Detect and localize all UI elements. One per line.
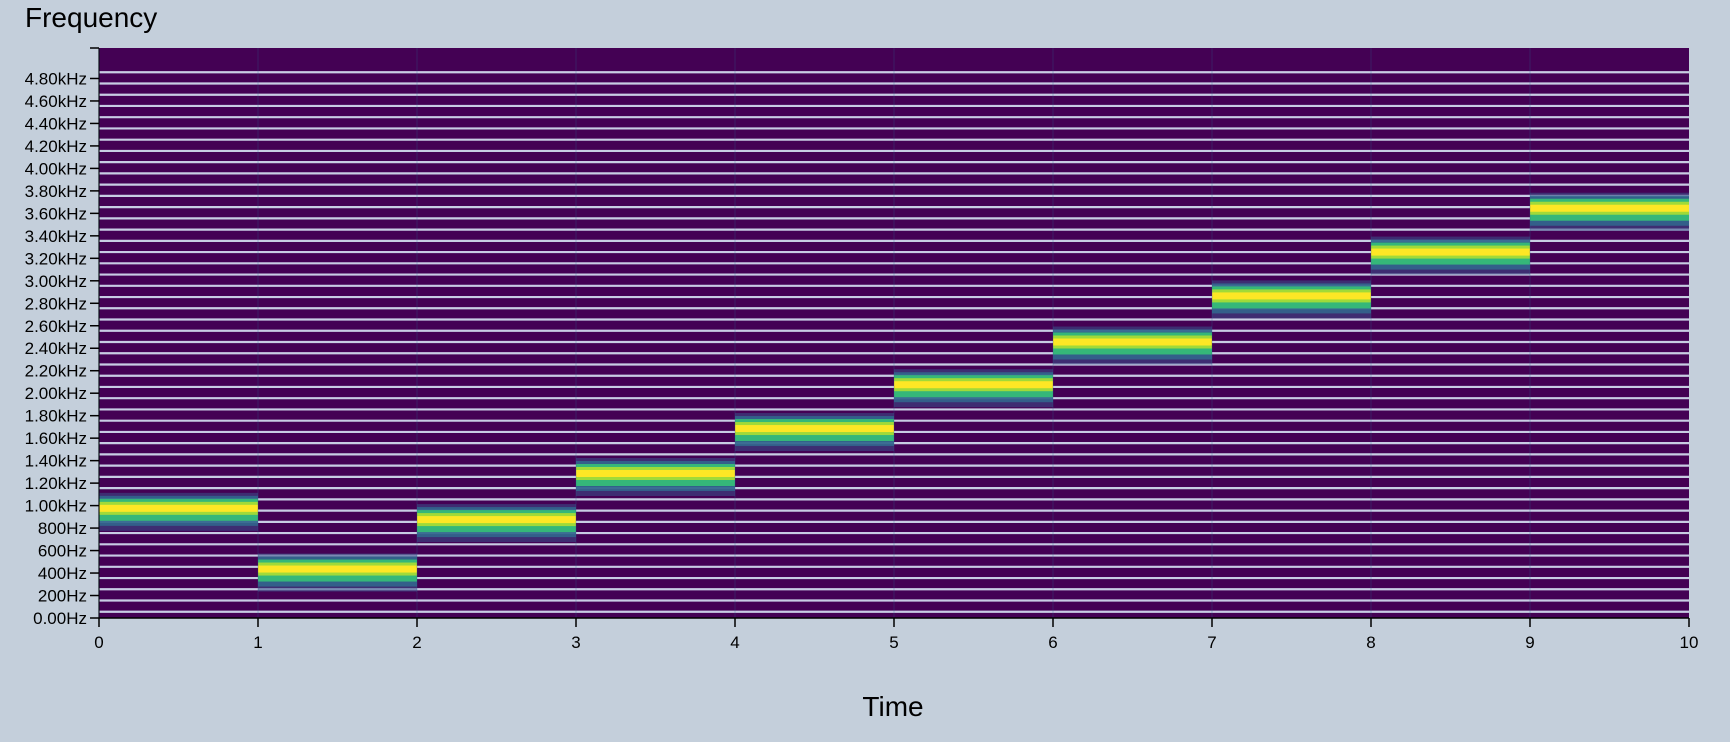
- x-axis-title: Time: [862, 691, 923, 722]
- segment-5: [734, 48, 894, 618]
- transient-line: [893, 48, 895, 618]
- peak-band: [1212, 292, 1371, 300]
- x-tick-label: 8: [1366, 633, 1375, 652]
- segment-9: [1370, 48, 1530, 618]
- x-tick-label: 9: [1525, 633, 1534, 652]
- segment-8: [1211, 48, 1371, 618]
- segment-2: [257, 48, 417, 618]
- transient-line: [1529, 48, 1531, 618]
- peak-band: [417, 516, 576, 524]
- y-tick-label: 2.20kHz: [25, 362, 87, 381]
- y-tick-label: 2.00kHz: [25, 384, 87, 403]
- segment-7: [1052, 48, 1212, 618]
- y-tick-label: 3.00kHz: [25, 272, 87, 291]
- x-tick-label: 1: [253, 633, 262, 652]
- transient-line: [734, 48, 736, 618]
- segment-4: [575, 48, 735, 618]
- y-tick-label: 4.80kHz: [25, 69, 87, 88]
- x-tick-label: 5: [889, 633, 898, 652]
- y-tick-label: 4.20kHz: [25, 137, 87, 156]
- y-tick-label: 600Hz: [38, 542, 87, 561]
- transient-line: [1211, 48, 1213, 618]
- x-axis: 0 1 2 3 4 5 6 7 8 9 10: [94, 617, 1699, 652]
- x-tick-label: 6: [1048, 633, 1057, 652]
- segments-layer: [98, 48, 1689, 618]
- segment-6: [893, 48, 1053, 618]
- y-tick-label: 3.60kHz: [25, 204, 87, 223]
- y-axis-title: Frequency: [25, 2, 157, 33]
- x-tick-label: 2: [412, 633, 421, 652]
- y-tick-label: 800Hz: [38, 519, 87, 538]
- plot-background: [99, 48, 1689, 618]
- peak-band: [1371, 248, 1530, 256]
- peak-band: [1530, 204, 1689, 212]
- y-tick-label: 2.80kHz: [25, 294, 87, 313]
- x-tick-label: 7: [1207, 633, 1216, 652]
- x-tick-label: 4: [730, 633, 739, 652]
- y-tick-label: 1.20kHz: [25, 474, 87, 493]
- peak-band: [99, 504, 258, 512]
- y-tick-label: 200Hz: [38, 587, 87, 606]
- y-tick-label: 2.40kHz: [25, 339, 87, 358]
- y-tick-label: 2.60kHz: [25, 317, 87, 336]
- y-tick-label: 1.80kHz: [25, 407, 87, 426]
- y-tick-label: 1.00kHz: [25, 497, 87, 516]
- y-tick-label: 3.80kHz: [25, 182, 87, 201]
- y-tick-label: 0.00Hz: [33, 609, 87, 628]
- y-tick-label: 4.60kHz: [25, 92, 87, 111]
- peak-band: [894, 381, 1053, 389]
- transient-line: [575, 48, 577, 618]
- y-tick-label: 4.00kHz: [25, 159, 87, 178]
- transient-line: [416, 48, 418, 618]
- x-tick-label: 3: [571, 633, 580, 652]
- peak-band: [735, 425, 894, 433]
- y-tick-label: 3.40kHz: [25, 227, 87, 246]
- segment-10: [1529, 48, 1689, 618]
- y-tick-label: 400Hz: [38, 564, 87, 583]
- y-axis: 0.00Hz 200Hz 400Hz 600Hz 800Hz 1.00kHz 1.20kHz…: [25, 47, 100, 628]
- y-tick-label: 4.40kHz: [25, 114, 87, 133]
- segment-3: [416, 48, 576, 618]
- x-tick-label: 0: [94, 633, 103, 652]
- transient-line: [1370, 48, 1372, 618]
- x-tick-label: 10: [1680, 633, 1699, 652]
- y-tick-label: 1.60kHz: [25, 429, 87, 448]
- peak-band: [258, 565, 417, 573]
- peak-band: [576, 470, 735, 478]
- y-tick-label: 1.40kHz: [25, 452, 87, 471]
- transient-line: [1052, 48, 1054, 618]
- y-tick-label: 3.20kHz: [25, 249, 87, 268]
- transient-line: [257, 48, 259, 618]
- peak-band: [1053, 338, 1212, 346]
